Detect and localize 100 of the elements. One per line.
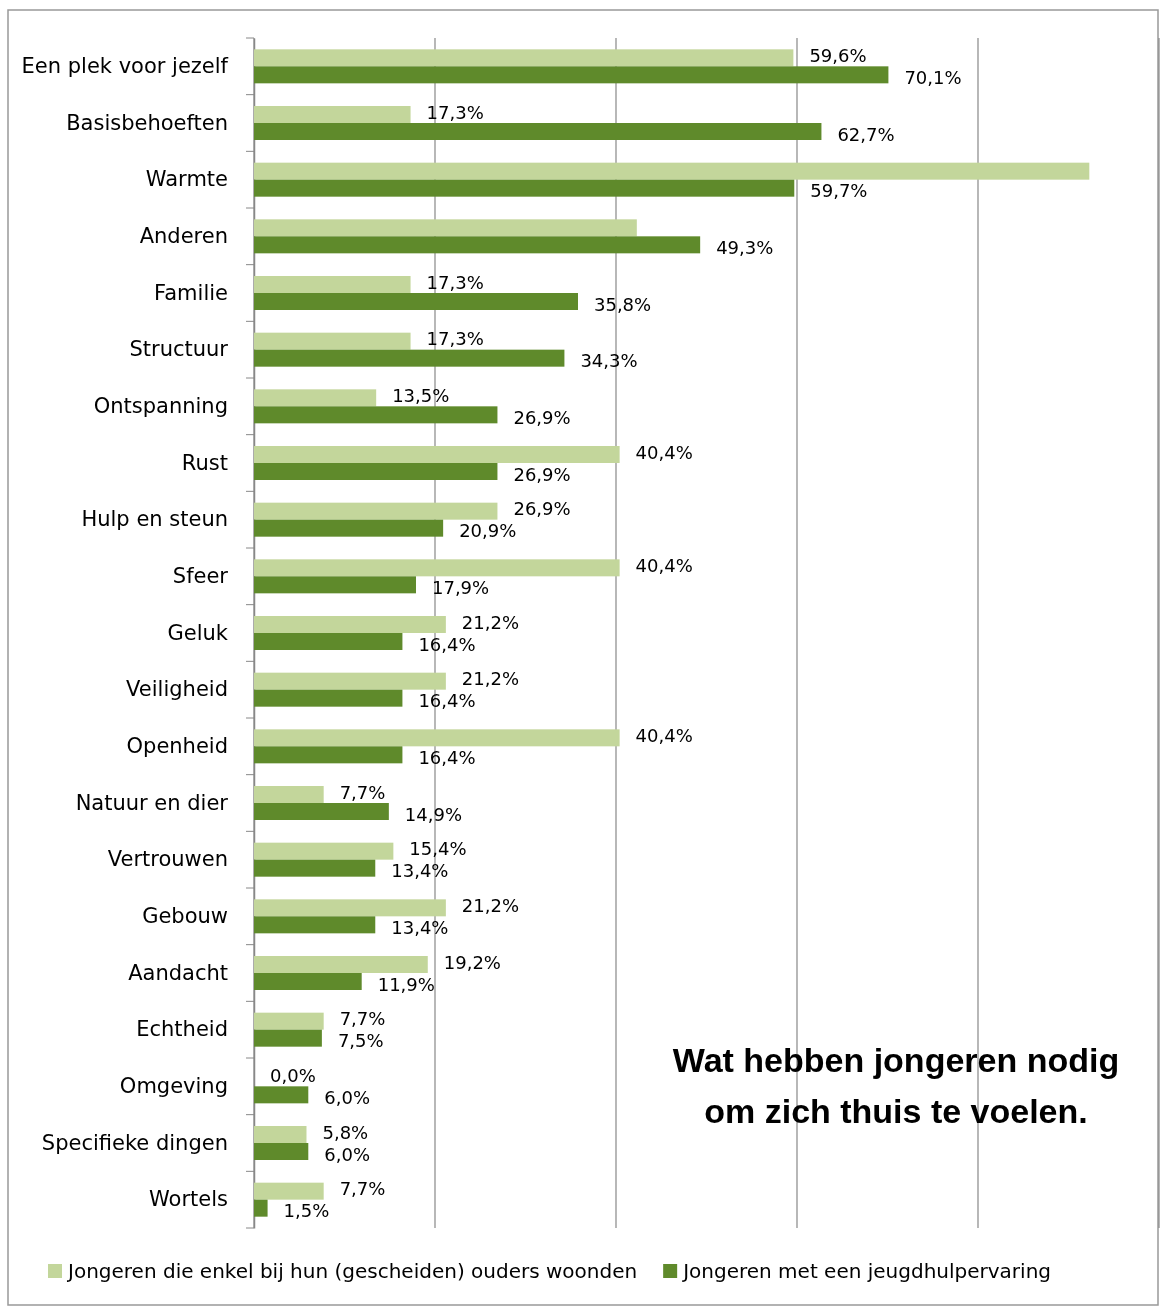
data-label: 15,4% [409,838,467,860]
bar [254,633,403,650]
y-tick-label: Warmte [145,167,228,192]
data-label: 17,3% [426,101,484,123]
bar [254,1199,268,1217]
bar [254,746,403,764]
bar [254,729,620,747]
bar [254,219,637,237]
bar [254,916,376,934]
y-tick-label: Een plek voor jezelf [21,54,229,79]
data-label: 6,0% [324,1143,371,1165]
bar [254,1182,324,1200]
bar [254,899,446,917]
bar [254,519,444,537]
y-tick-label: Veiligheid [126,677,228,702]
bar [254,973,362,990]
y-tick-label: Familie [154,280,228,305]
bar [254,672,446,690]
data-label: 17,9% [431,576,490,598]
data-label: 13,4% [391,860,449,882]
y-tick-label: Anderen [139,224,228,249]
data-label: 21,2% [461,611,520,633]
bar [254,956,428,973]
data-label: 40,4% [635,441,693,463]
y-tick-label: Hulp en steun [81,507,228,532]
bar [254,66,889,84]
y-tick-label: Openheid [126,734,228,759]
bar [254,859,376,877]
text: Wat hebben jongeren nodig om zich thuis te voelen. [672,1041,1120,1130]
bar [254,559,620,577]
y-tick-label: Geluk [167,620,229,645]
y-tick-label: Gebouw [142,904,228,929]
data-label: 1,5% [283,1200,330,1222]
bar [254,179,795,197]
bar [254,616,446,633]
data-label: 26,9% [513,463,571,485]
data-label: 16,4% [418,633,476,655]
bar [254,293,578,310]
data-label: 26,9% [513,406,571,428]
data-label: 49,3% [716,236,774,258]
data-label: 13,4% [391,916,449,938]
data-label: 21,2% [461,894,520,916]
data-label: 59,6% [809,44,867,66]
data-label: 40,4% [635,724,693,746]
data-label: 70,1% [904,66,962,88]
data-label: 19,2% [443,951,501,973]
y-tick-label: Aandacht [128,960,228,985]
bar [254,786,324,803]
y-tick-label: Specifieke dingen [41,1130,228,1155]
data-label: 34,3% [580,350,638,372]
bar [254,106,411,123]
y-tick-label: Ontspanning [93,394,228,419]
data-label: 21,2% [461,668,520,690]
bar [254,49,794,67]
data-label: 7,7% [339,781,386,803]
bar [254,389,377,407]
data-label: 17,3% [426,271,484,293]
bar [254,162,1090,180]
bar [254,1086,309,1104]
data-label: 6,0% [324,1086,371,1108]
legend-label: Jongeren met een jeugdhulpervaring [681,1258,1052,1283]
y-tick-label: Sfeer [172,564,229,589]
data-label: 62,7% [837,123,895,145]
y-tick-label: Wortels [149,1187,228,1212]
y-tick-label: Omgeving [119,1074,228,1099]
bar [254,463,498,480]
data-label: 5,8% [322,1121,369,1143]
bar [254,1143,309,1160]
y-tick-label: Basisbehoeften [66,110,228,135]
y-tick-label: Natuur en dier [75,790,229,815]
bar [254,349,565,367]
data-label: 20,9% [459,520,517,542]
data-label: 7,5% [337,1030,384,1052]
bar [254,689,403,707]
bar [254,123,822,140]
bar [254,406,498,424]
bar [254,236,701,254]
bar [254,276,411,293]
data-label: 0,0% [270,1064,316,1086]
bar [254,332,411,350]
data-label: 16,4% [418,690,476,712]
y-tick-label: Structuur [129,337,229,362]
bar [254,842,394,860]
data-label: 17,3% [426,328,484,350]
data-label: 7,7% [339,1008,386,1030]
y-tick-label: Echtheid [136,1017,228,1042]
bar [254,1126,307,1143]
data-label: 14,9% [404,803,463,825]
data-label: 35,8% [593,293,652,315]
data-label: 59,7% [810,180,868,202]
y-tick-label: Vertrouwen [107,847,228,872]
bar [254,803,389,820]
bar [254,1029,322,1047]
y-tick-label: Rust [181,450,228,475]
data-label: 26,9% [513,498,571,520]
data-label: 40,4% [635,554,693,576]
bar [254,576,416,594]
bar [254,1012,324,1030]
data-label: 11,9% [377,973,435,995]
data-label: 16,4% [418,746,476,768]
